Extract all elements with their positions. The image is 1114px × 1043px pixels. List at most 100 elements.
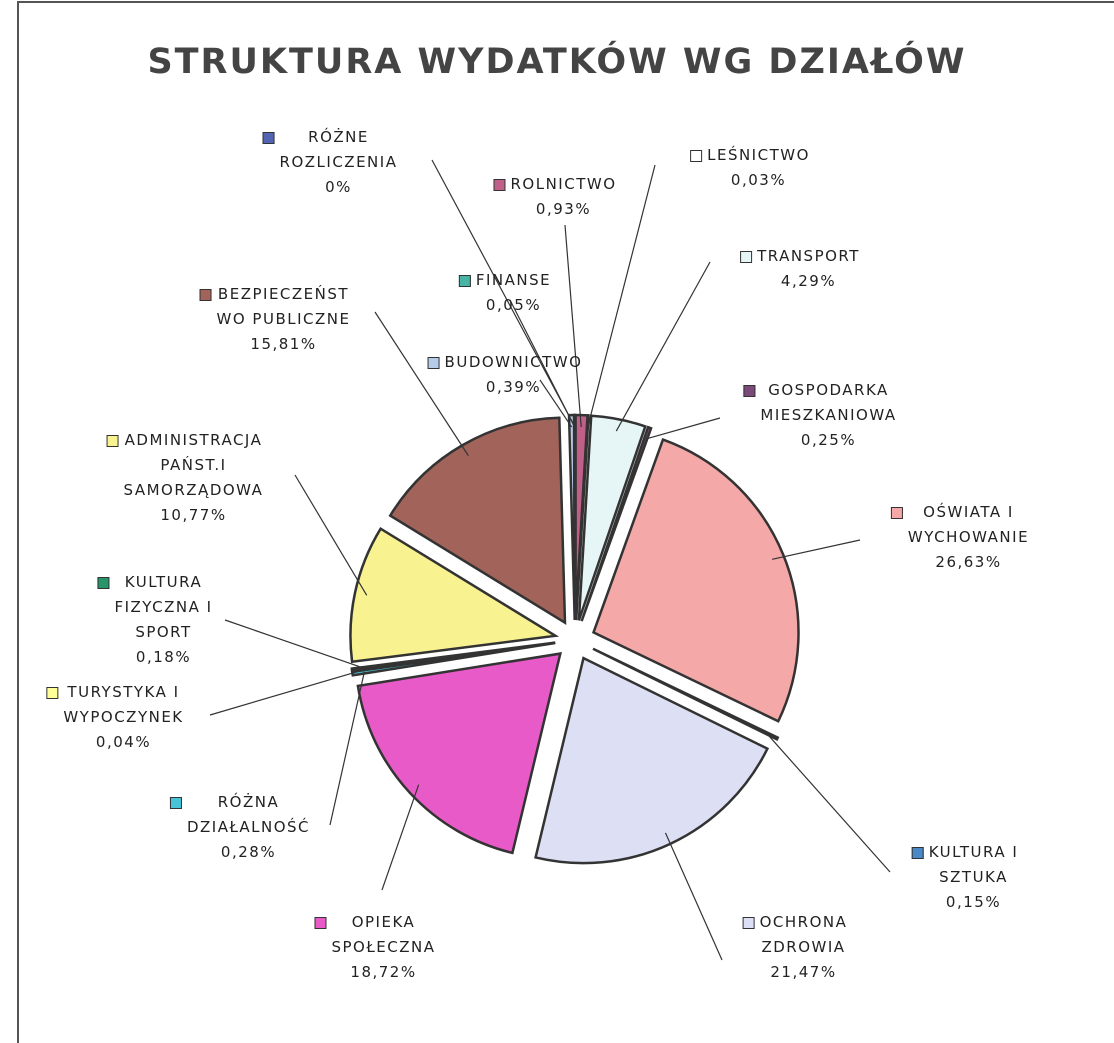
value-label: 26,63% (935, 553, 1002, 571)
label-text: KULTURA I SZTUKA 0,15% (929, 840, 1019, 915)
value-label: 0,25% (800, 431, 857, 449)
leader-line (664, 832, 723, 961)
category-label: KULTURA FIZYCZNA I SPORT (114, 573, 213, 641)
value-label: 0,28% (220, 843, 277, 861)
slice-label: OŚWIATA I WYCHOWANIE 26,63% (890, 500, 1029, 575)
leader-line (374, 311, 469, 456)
category-label: RÓŻNE ROZLICZENIA (279, 128, 398, 171)
slice-label: BEZPIECZEŃST WO PUBLICZNE 15,81% (199, 282, 351, 357)
value-label: 0,03% (730, 171, 787, 189)
slice-label: KULTURA FIZYCZNA I SPORT 0,18% (97, 570, 212, 670)
pie-slice (356, 652, 562, 855)
value-label: 15,81% (250, 335, 317, 353)
label-text: OCHRONA ZDROWIA 21,47% (760, 910, 848, 985)
category-label: ROLNICTWO (510, 175, 617, 193)
label-text: BUDOWNICTWO 0,39% (445, 350, 583, 400)
leader-line (771, 539, 861, 560)
legend-swatch (97, 577, 110, 589)
leader-line (564, 224, 582, 428)
legend-swatch (314, 917, 327, 929)
leader-line (329, 671, 365, 826)
slice-label: KULTURA I SZTUKA 0,15% (911, 840, 1019, 915)
category-label: FINANSE (475, 271, 552, 289)
category-label: OPIEKA SPOŁECZNA (331, 913, 436, 956)
label-text: GOSPODARKA MIESZKANIOWA 0,25% (760, 378, 896, 453)
slice-label: ADMINISTRACJA PAŃST.I SAMORZĄDOWA 10,77% (106, 428, 264, 528)
legend-swatch (743, 385, 756, 397)
category-label: LEŚNICTWO (707, 146, 810, 164)
slice-label: LEŚNICTWO 0,03% (690, 143, 810, 193)
label-text: TRANSPORT 4,29% (757, 244, 860, 294)
legend-swatch (106, 435, 119, 447)
value-label: 0,93% (535, 200, 592, 218)
slice-label: BUDOWNICTWO 0,39% (427, 350, 583, 400)
value-label: 10,77% (160, 506, 227, 524)
label-text: RÓŻNA DZIAŁALNOŚĆ 0,28% (187, 790, 310, 865)
leader-line (587, 164, 656, 428)
leader-line (294, 474, 368, 596)
label-text: KULTURA FIZYCZNA I SPORT 0,18% (114, 570, 212, 670)
pie-slice (592, 647, 780, 741)
legend-swatch (890, 507, 903, 519)
legend-swatch (458, 275, 471, 287)
label-text: TURYSTYKA I WYPOCZYNEK 0,04% (63, 680, 183, 755)
label-text: OPIEKA SPOŁECZNA 18,72% (331, 910, 435, 985)
category-label: KULTURA I SZTUKA (928, 843, 1019, 886)
value-label: 0,18% (135, 648, 192, 666)
legend-swatch (493, 179, 506, 191)
label-text: LEŚNICTWO 0,03% (707, 143, 810, 193)
pie-slice (577, 414, 647, 621)
chart-title: STRUKTURA WYDATKÓW WG DZIAŁÓW (147, 42, 967, 82)
leader-line (209, 669, 365, 716)
legend-swatch (911, 847, 924, 859)
slice-label: FINANSE 0,05% (458, 268, 551, 318)
pie-slice (388, 416, 567, 625)
legend-swatch (740, 251, 753, 263)
legend-swatch (199, 289, 212, 301)
value-label: 4,29% (780, 272, 837, 290)
value-label: 0,15% (945, 893, 1002, 911)
legend-swatch (262, 132, 275, 144)
slice-label: TURYSTYKA I WYPOCZYNEK 0,04% (46, 680, 183, 755)
slice-label: RÓŻNE ROZLICZENIA 0% (262, 125, 398, 200)
label-text: BEZPIECZEŃST WO PUBLICZNE 15,81% (217, 282, 351, 357)
leader-line (539, 379, 573, 428)
pie-slice (350, 641, 556, 673)
pie-slice (349, 526, 560, 664)
legend-swatch (46, 687, 59, 699)
pie-slice (591, 437, 800, 723)
slice-label: RÓŻNA DZIAŁALNOŚĆ 0,28% (169, 790, 310, 865)
category-label: RÓŻNA DZIAŁALNOŚĆ (186, 793, 311, 836)
label-text: OŚWIATA I WYCHOWANIE 26,63% (908, 500, 1029, 575)
category-label: OŚWIATA I WYCHOWANIE (907, 503, 1030, 546)
value-label: 21,47% (770, 963, 837, 981)
category-label: TRANSPORT (757, 247, 860, 265)
category-label: TURYSTYKA I WYPOCZYNEK (63, 683, 184, 726)
category-label: BUDOWNICTWO (444, 353, 583, 371)
legend-swatch (169, 797, 182, 809)
leader-line (381, 784, 420, 891)
label-text: ROLNICTWO 0,93% (510, 172, 616, 222)
legend-swatch (742, 917, 755, 929)
slice-label: GOSPODARKA MIESZKANIOWA 0,25% (743, 378, 896, 453)
pie-slice (580, 425, 653, 622)
value-label: 0% (325, 178, 352, 196)
value-label: 0,39% (485, 378, 542, 396)
category-label: ADMINISTRACJA PAŃST.I SAMORZĄDOWA (123, 431, 264, 499)
slice-label: OCHRONA ZDROWIA 21,47% (742, 910, 848, 985)
value-label: 0,04% (95, 733, 152, 751)
leader-line (645, 417, 721, 440)
slice-label: ROLNICTWO 0,93% (493, 172, 616, 222)
pie-slice (574, 414, 590, 621)
leader-line (615, 261, 711, 432)
label-text: ADMINISTRACJA PAŃST.I SAMORZĄDOWA 10,77% (124, 428, 264, 528)
leader-line (431, 159, 576, 428)
frame (17, 1, 1114, 1043)
label-text: FINANSE 0,05% (476, 268, 551, 318)
legend-swatch (690, 150, 703, 162)
leader-line (766, 732, 891, 873)
legend-swatch (427, 357, 440, 369)
slice-label: TRANSPORT 4,29% (740, 244, 860, 294)
